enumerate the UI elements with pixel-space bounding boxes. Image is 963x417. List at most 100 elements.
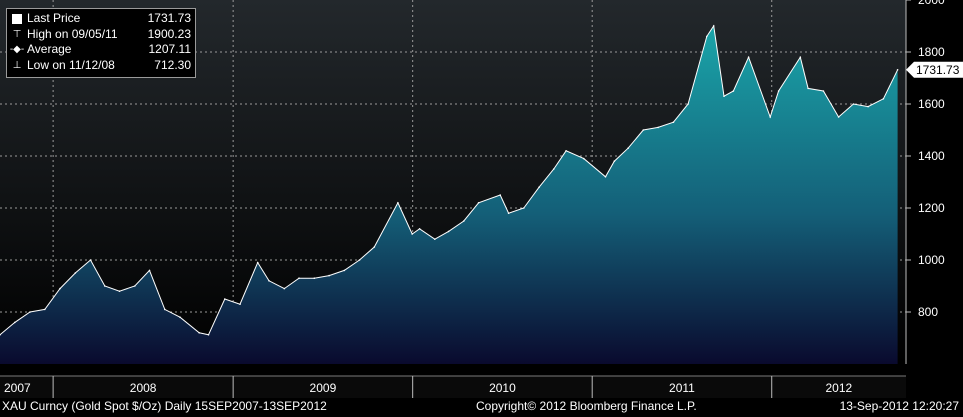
price-point [565, 150, 567, 152]
legend-label: High on 09/05/11 [27, 26, 118, 41]
price-point [837, 116, 840, 118]
y-tick-label: 1000 [918, 253, 945, 267]
price-point [44, 308, 46, 311]
price-point [118, 290, 121, 293]
x-tick-label: 2011 [669, 381, 695, 395]
price-point [807, 87, 809, 90]
price-point [538, 186, 540, 188]
footer-copyright: Copyright© 2012 Bloomberg Finance L.P. [476, 399, 697, 413]
footer-timestamp: 13-Sep-2012 12:20:27 [839, 399, 959, 413]
y-tick-label: 1400 [918, 149, 945, 163]
price-point [411, 233, 414, 235]
price-point [89, 259, 92, 261]
price-point [627, 147, 629, 149]
legend-box: Last Price 1731.73 ⊤ High on 09/05/11 19… [6, 8, 196, 78]
price-point [328, 274, 330, 277]
series-area [0, 24, 899, 364]
price-point [373, 246, 376, 248]
price-point [732, 90, 735, 92]
last-price-tag-label: 1731.73 [916, 63, 960, 77]
x-axis-panel [0, 376, 906, 398]
y-axis-ticks: 800 1000 1200 1400 1600 1800 2000 [906, 0, 945, 319]
y-axis-panel [906, 0, 963, 364]
price-point [687, 103, 689, 105]
price-point [313, 277, 316, 280]
price-point [463, 220, 465, 222]
price-point [198, 332, 200, 334]
price-point [397, 202, 399, 204]
legend-entry-average: -◆- Average 1207.11 [9, 42, 192, 58]
square-icon [11, 13, 23, 24]
price-point [418, 228, 421, 230]
price-point [712, 25, 715, 27]
price-point [207, 334, 210, 336]
x-tick-label: 2009 [310, 381, 337, 395]
legend-value: 1731.73 [147, 11, 191, 25]
price-point [882, 98, 885, 100]
x-tick-label: 2008 [130, 381, 157, 395]
high-marker-icon: ⊤ [12, 28, 22, 40]
price-point [867, 105, 869, 108]
price-point [507, 212, 510, 214]
price-line [0, 24, 899, 336]
price-point [283, 287, 286, 290]
price-point [29, 311, 31, 313]
price-point [358, 259, 361, 261]
price-point [164, 308, 166, 311]
price-point [553, 168, 555, 170]
last-price-tag-box [906, 61, 963, 78]
legend-entry-low: ⊥ Low on 11/12/08 712.30 [11, 58, 191, 74]
price-point [799, 56, 802, 58]
price-point [74, 272, 77, 274]
price-point [723, 95, 725, 97]
price-point [583, 157, 585, 160]
price-point [604, 176, 607, 178]
y-tick-label: 1600 [918, 97, 945, 111]
legend-entry-high: ⊤ High on 09/05/11 1900.23 [11, 27, 191, 43]
x-tick-label: 2007 [4, 381, 31, 395]
price-point [852, 103, 855, 105]
price-point [59, 287, 61, 290]
price-point [657, 126, 659, 129]
price-point [0, 334, 1, 336]
price-point [134, 285, 136, 287]
x-tick-label: 2010 [489, 381, 516, 395]
legend-label: Low on 11/12/08 [27, 57, 115, 72]
price-point [239, 303, 241, 306]
price-point [14, 321, 16, 324]
price-point [613, 160, 616, 162]
legend-label: Average [27, 42, 72, 56]
legend-value: 1900.23 [147, 26, 191, 41]
price-point [822, 90, 825, 92]
price-point [747, 56, 750, 58]
legend-value: 712.30 [154, 57, 191, 72]
price-point [298, 277, 300, 280]
average-line-icon: -◆- [9, 44, 25, 55]
y-tick-label: 1200 [918, 201, 945, 215]
price-point [148, 269, 151, 272]
price-point [343, 269, 346, 272]
price-point [434, 238, 436, 240]
y-tick-label: 2000 [918, 0, 945, 7]
x-axis-ticks: 2007 2008 2009 2010 2011 2012 [4, 376, 853, 398]
price-point [706, 35, 708, 38]
footer-security-info: XAU Curncy (Gold Spot $/Oz) Daily 15SEP2… [2, 399, 327, 413]
price-point [477, 202, 480, 204]
price-point [256, 261, 259, 264]
legend-entry-last-price: Last Price 1731.73 [11, 11, 191, 27]
price-point [896, 69, 899, 71]
low-marker-icon: ⊥ [12, 59, 22, 71]
y-tick-label: 800 [918, 305, 938, 319]
legend-label: Last Price [27, 11, 81, 25]
price-point [179, 316, 181, 319]
price-point [104, 285, 106, 287]
price-point [769, 116, 771, 118]
x-tick-label: 2012 [826, 381, 853, 395]
last-price-tag: 1731.73 [906, 61, 963, 78]
price-point [447, 230, 450, 233]
price-point [523, 207, 525, 209]
legend-value: 1207.11 [148, 42, 192, 56]
footer-bar: XAU Curncy (Gold Spot $/Oz) Daily 15SEP2… [0, 397, 963, 417]
price-point [777, 90, 780, 92]
